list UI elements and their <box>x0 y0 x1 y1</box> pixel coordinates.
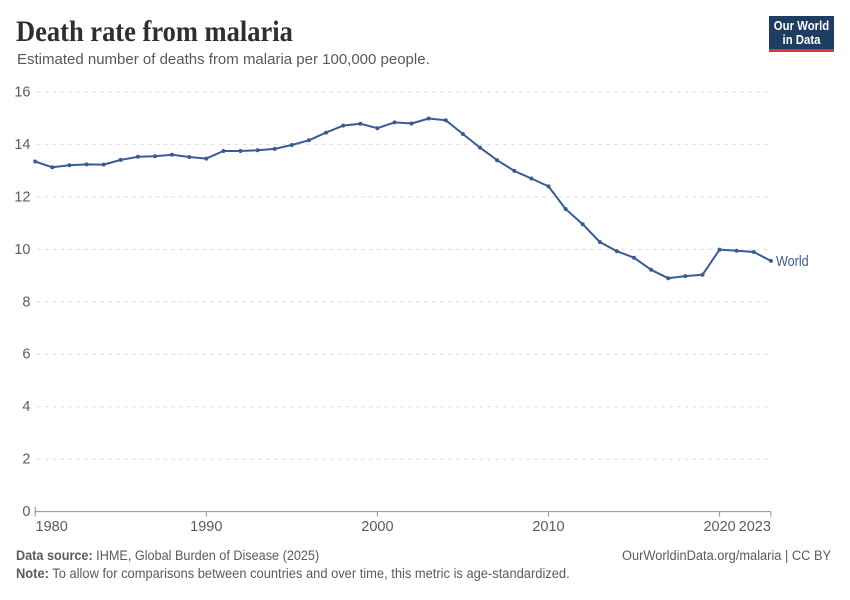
svg-text:16: 16 <box>14 85 30 101</box>
svg-text:2010: 2010 <box>532 519 564 535</box>
svg-text:2020: 2020 <box>703 519 735 535</box>
svg-text:2: 2 <box>22 452 30 468</box>
svg-text:4: 4 <box>22 399 30 415</box>
svg-text:2000: 2000 <box>361 519 393 535</box>
svg-text:12: 12 <box>14 189 30 205</box>
svg-text:14: 14 <box>14 137 30 153</box>
svg-text:10: 10 <box>14 242 30 258</box>
svg-text:2023: 2023 <box>739 519 771 535</box>
svg-text:World: World <box>776 252 809 269</box>
svg-text:1980: 1980 <box>36 519 68 535</box>
svg-text:0: 0 <box>22 504 30 520</box>
svg-text:1990: 1990 <box>190 519 222 535</box>
svg-text:6: 6 <box>22 347 30 363</box>
svg-text:8: 8 <box>22 294 30 310</box>
